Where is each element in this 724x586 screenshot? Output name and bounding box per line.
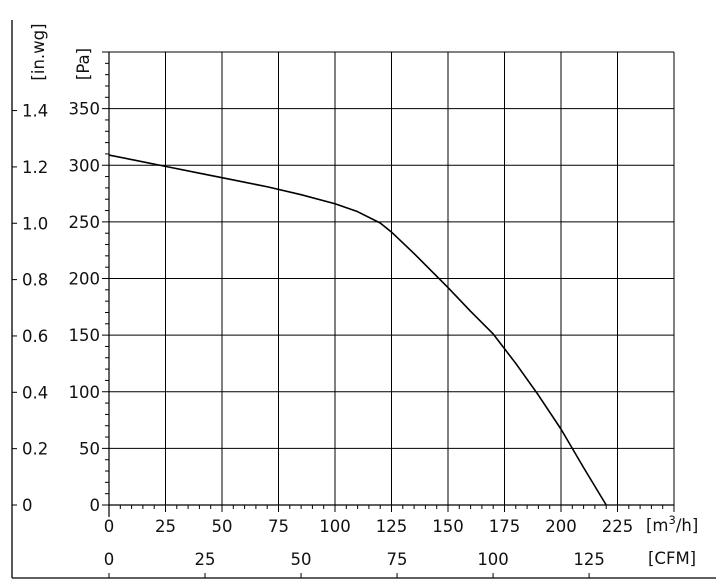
- x-primary-tick-label: 100: [319, 517, 351, 536]
- x-primary-tick-label: 50: [212, 517, 233, 536]
- x-secondary-tick-label: 0: [104, 550, 115, 569]
- y-secondary-tick-label: 1.0: [22, 214, 48, 233]
- x-secondary-tick-label: 50: [291, 550, 312, 569]
- x-secondary-tick-label: 100: [477, 550, 509, 569]
- minor-ticks: [12, 51, 675, 578]
- y-primary-tick-label: 0: [90, 496, 101, 515]
- y-secondary-tick-label: 1.2: [22, 158, 48, 177]
- x-primary-unit-label-end: /h]: [676, 516, 698, 535]
- x-primary-tick-label: 200: [545, 517, 577, 536]
- x-secondary-tick-label: 125: [573, 550, 605, 569]
- axes: [11, 20, 716, 579]
- x-primary-unit-label-sup: 3: [669, 513, 676, 527]
- x-secondary-unit-label: [CFM]: [648, 549, 696, 568]
- y-primary-tick-label: 250: [69, 213, 101, 232]
- y-primary-tick-label: 150: [69, 326, 101, 345]
- x-primary-tick-label: 0: [104, 517, 115, 536]
- y-primary-tick-label: 300: [69, 156, 101, 175]
- y-primary-tick-label: 350: [69, 100, 101, 119]
- y-secondary-tick-label: 0.4: [22, 383, 48, 402]
- y-secondary-tick-label: 0: [22, 496, 33, 515]
- y-secondary-tick-label: 0.8: [22, 271, 48, 290]
- x-secondary-tick-label: 75: [387, 550, 408, 569]
- x-primary-tick-label: 75: [268, 517, 289, 536]
- y-primary-unit-label: [Pa]: [74, 48, 93, 80]
- y-primary-tick-label: 200: [69, 270, 101, 289]
- x-primary-tick-label: 25: [155, 517, 176, 536]
- x-secondary-tick-label: 25: [195, 550, 216, 569]
- series-layer: [108, 154, 607, 506]
- x-primary-tick-label: 125: [376, 517, 408, 536]
- x-primary-unit-label-start: [m: [646, 516, 669, 535]
- x-primary-unit-label: [m3/h]: [646, 513, 698, 535]
- y-secondary-tick-label: 0.2: [22, 440, 48, 459]
- series-line: [108, 154, 607, 506]
- y-secondary-tick-label: 1.4: [22, 102, 48, 121]
- x-primary-tick-label: 175: [489, 517, 521, 536]
- y-secondary-unit-label: [in.wg]: [29, 23, 48, 80]
- y-secondary-tick-label: 0.6: [22, 327, 48, 346]
- x-primary-tick-label: 150: [432, 517, 464, 536]
- tick-labels: 05010015020025030035000.20.40.60.81.01.2…: [22, 100, 633, 569]
- y-primary-tick-label: 50: [79, 439, 100, 458]
- grid-lines: [108, 51, 675, 517]
- x-primary-tick-label: 225: [602, 517, 634, 536]
- y-primary-tick-label: 100: [69, 383, 101, 402]
